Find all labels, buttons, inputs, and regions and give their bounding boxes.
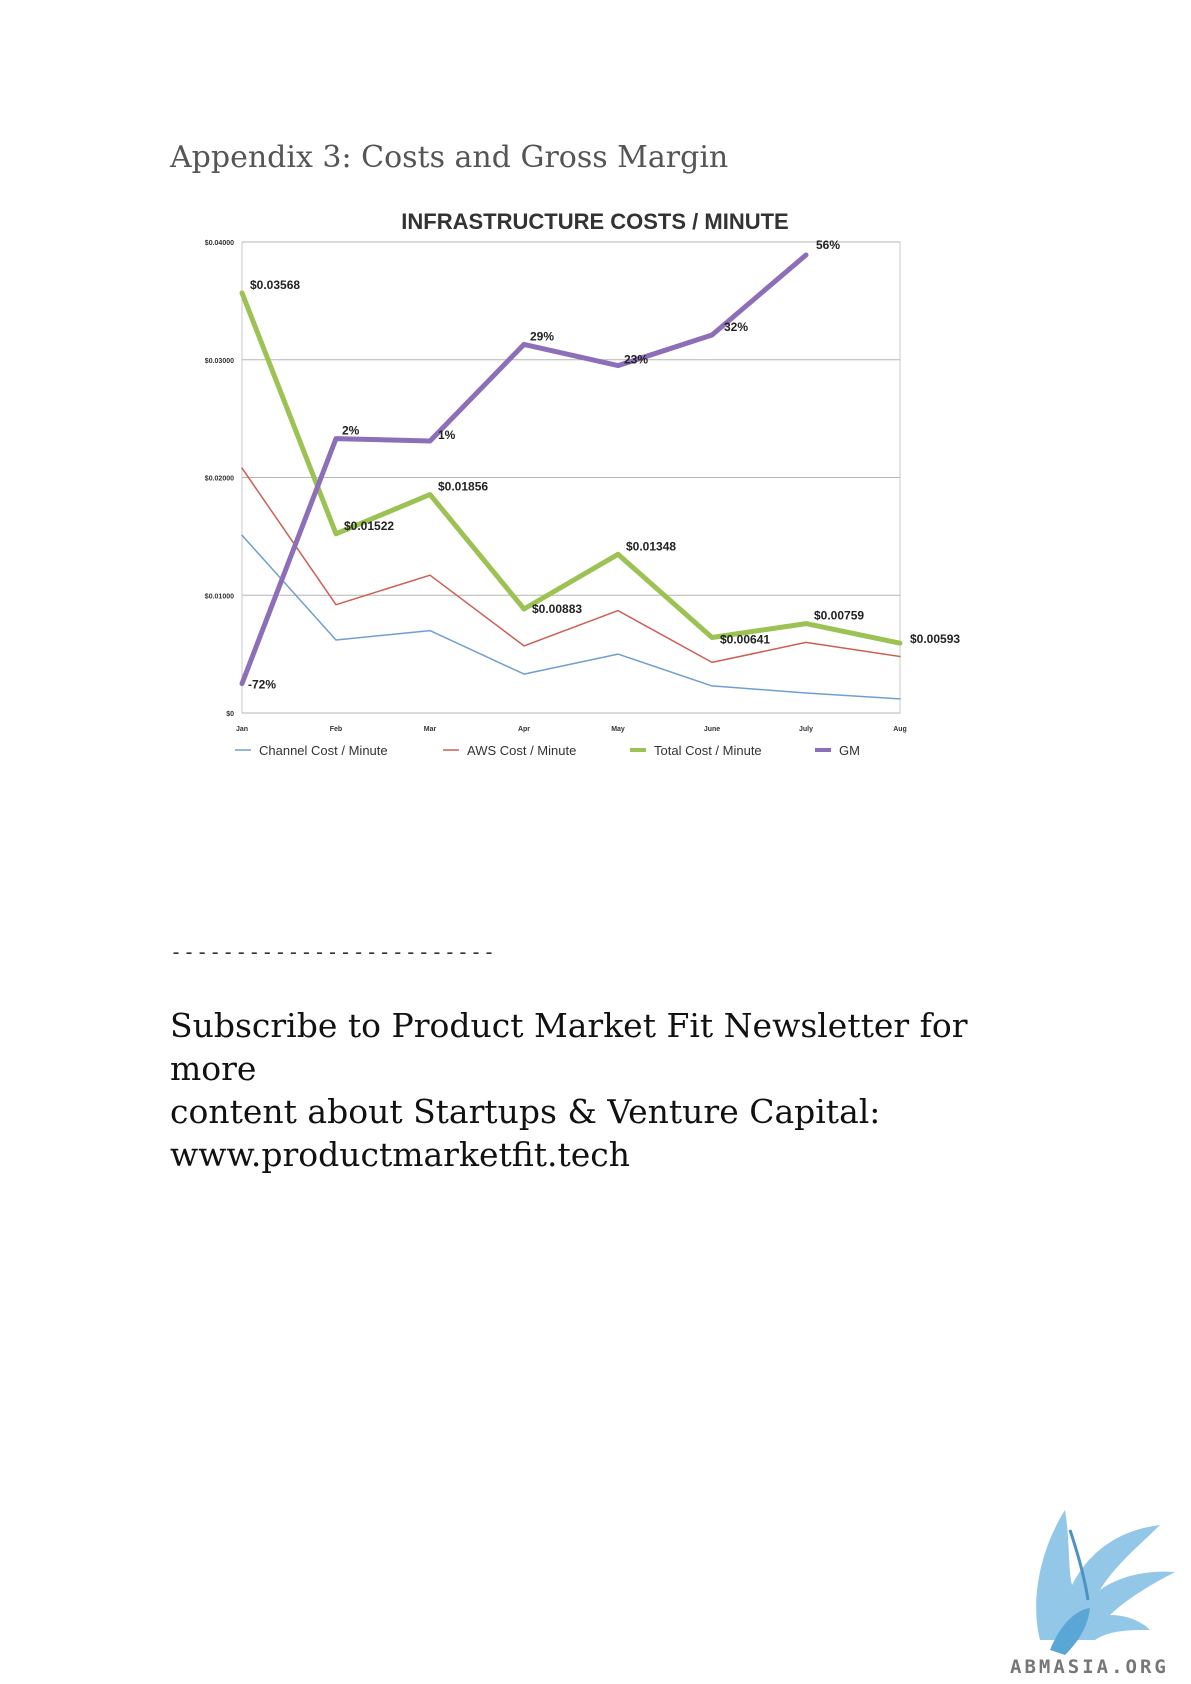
y-tick-label: $0.03000: [205, 358, 234, 365]
data-label: $0.03568: [250, 278, 300, 292]
x-tick-label: June: [704, 726, 720, 733]
data-label: 23%: [624, 353, 648, 367]
data-label: 2%: [342, 424, 360, 438]
data-label: $0.00641: [720, 633, 770, 647]
infrastructure-costs-chart: INFRASTRUCTURE COSTS / MINUTE $0 $0.01000…: [205, 209, 961, 758]
x-tick-label: Aug: [893, 726, 907, 733]
subscribe-line-1: Subscribe to Product Market Fit Newslett…: [170, 1006, 968, 1088]
page-heading: Appendix 3: Costs and Gross Margin: [170, 140, 729, 175]
subscribe-text: Subscribe to Product Market Fit Newslett…: [170, 1004, 1030, 1176]
x-tick-labels: Jan Feb Mar Apr May June July Aug: [236, 726, 907, 733]
x-tick-label: Jan: [236, 726, 248, 733]
series-line-aws-cost-minute: [241, 467, 901, 664]
data-label: -72%: [248, 678, 276, 692]
chart-title: INFRASTRUCTURE COSTS / MINUTE: [401, 209, 788, 234]
legend: Channel Cost / Minute AWS Cost / Minute To…: [235, 743, 860, 758]
series-line-channel-cost-minute: [241, 534, 901, 700]
y-tick-labels: $0 $0.01000 $0.02000 $0.03000 $0.04000: [205, 240, 234, 718]
logo-text: ABMASIA.ORG: [1010, 1656, 1169, 1678]
abmasia-griffin-logo-icon: [1036, 1510, 1175, 1655]
data-label: $0.01348: [626, 539, 676, 553]
legend-label: Total Cost / Minute: [654, 743, 762, 758]
subscribe-link[interactable]: www.productmarketfit.tech: [170, 1135, 631, 1174]
data-label: 56%: [816, 238, 840, 252]
data-label: $0.00593: [910, 632, 960, 646]
series-line-total-cost-minute: [239, 290, 903, 646]
legend-label: AWS Cost / Minute: [467, 743, 576, 758]
data-label: $0.00883: [532, 602, 582, 616]
x-tick-label: Mar: [424, 726, 437, 733]
x-tick-label: Feb: [330, 726, 342, 733]
data-labels: $0.03568 $0.01522 $0.01856 $0.00883 $0.01348…: [248, 238, 960, 692]
data-label: 32%: [724, 320, 748, 334]
data-label: 1%: [438, 428, 456, 442]
y-tick-label: $0.01000: [205, 593, 234, 600]
y-tick-label: $0: [226, 711, 234, 718]
series-lines: [239, 252, 903, 700]
divider-line: -------------------------: [170, 940, 497, 964]
legend-label: Channel Cost / Minute: [259, 743, 388, 758]
y-tick-label: $0.04000: [205, 240, 234, 247]
x-tick-label: July: [799, 726, 813, 733]
data-label: 29%: [530, 329, 554, 343]
data-label: $0.01522: [344, 519, 394, 533]
x-tick-label: May: [611, 726, 625, 733]
legend-label: GM: [839, 743, 860, 758]
data-label: $0.00759: [814, 609, 864, 623]
data-label: $0.01856: [438, 479, 488, 493]
gridlines: [241, 241, 901, 714]
x-tick-label: Apr: [518, 726, 530, 733]
y-tick-label: $0.02000: [205, 476, 234, 483]
series-line-gm: [239, 252, 809, 687]
subscribe-line-2: content about Startups & Venture Capital…: [170, 1092, 881, 1131]
